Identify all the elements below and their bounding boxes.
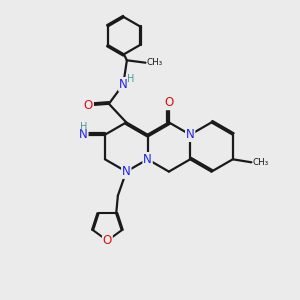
Text: N: N — [79, 128, 88, 141]
Text: O: O — [84, 99, 93, 112]
Text: H: H — [127, 74, 134, 84]
Text: N: N — [186, 128, 195, 141]
Text: N: N — [119, 78, 128, 91]
Text: O: O — [164, 96, 173, 110]
Text: CH₃: CH₃ — [253, 158, 269, 167]
Text: N: N — [122, 165, 131, 178]
Text: CH₃: CH₃ — [147, 58, 163, 67]
Text: N: N — [143, 153, 152, 166]
Text: O: O — [103, 234, 112, 247]
Text: H: H — [80, 122, 88, 132]
